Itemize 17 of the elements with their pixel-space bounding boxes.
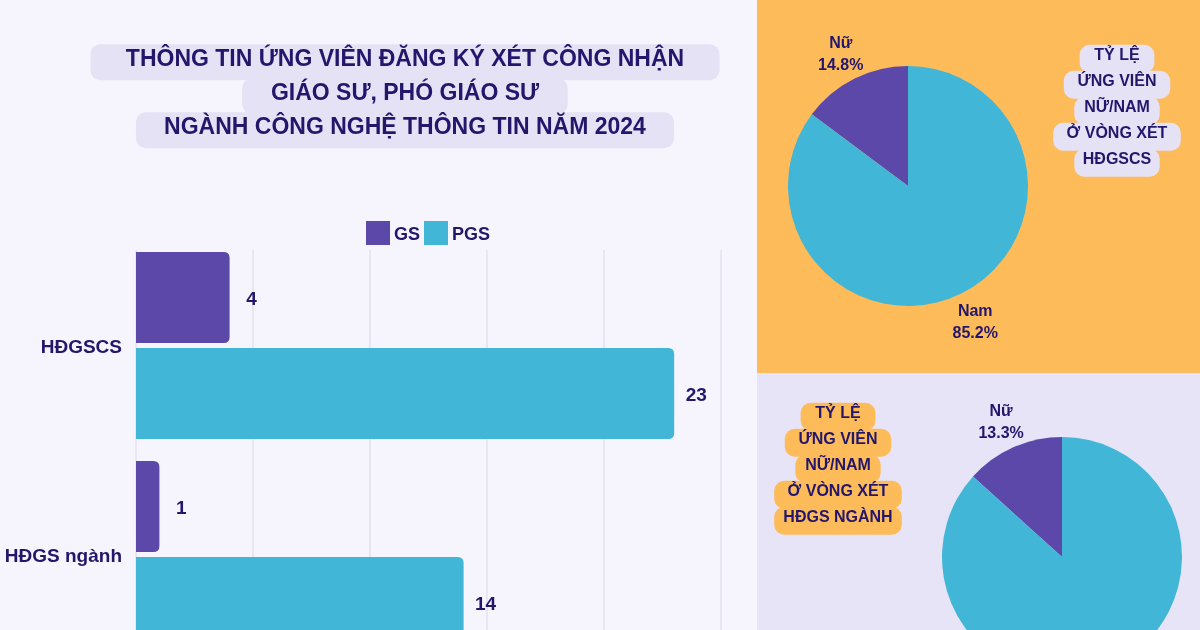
data-label: 4 — [246, 287, 258, 309]
legend-label: GS — [394, 224, 421, 244]
y-tick-label: HĐGSCS — [40, 335, 122, 357]
data-label: 1 — [176, 496, 188, 518]
slice-label: Nữ — [829, 33, 853, 51]
chart-title: THÔNG TIN ỨNG VIÊN ĐĂNG KÝ XÉT CÔNG NHẬN GIÁO SƯ, PHÓ GIÁO SƯ NGÀNH CÔNG NGHỆ THÔNG TIN NĂM 2024 — [125, 44, 685, 139]
data-label: 14 — [475, 592, 497, 614]
y-tick-label: HĐGS ngành — [4, 544, 122, 566]
slice-label: Nam — [957, 302, 993, 320]
data-label: 85.2% — [952, 324, 998, 342]
data-label: 23 — [685, 383, 707, 405]
text: TỶ LỆ ỨNG VIÊN NỮ/NAM Ở VÒNG XÉT HĐGSCS — [1066, 45, 1168, 167]
text: TỶ LỆ ỨNG VIÊN NỮ/NAM Ở VÒNG XÉT HĐGS NGÀNH — [783, 403, 893, 525]
legend-label: PGS — [452, 224, 491, 244]
data-label: 13.3% — [978, 423, 1024, 441]
slice-label: Nữ — [989, 401, 1014, 419]
data-label: 14.8% — [818, 55, 864, 73]
